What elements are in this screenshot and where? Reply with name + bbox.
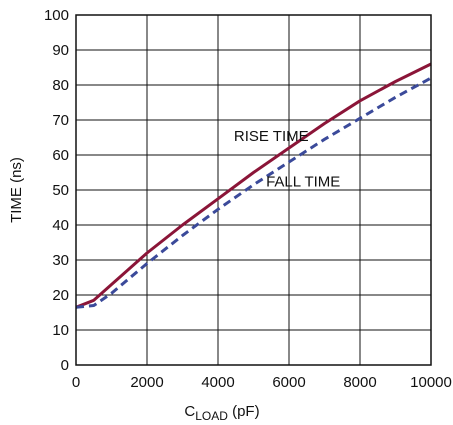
y-tick-label: 0	[61, 357, 69, 374]
y-tick-label: 20	[52, 287, 69, 304]
y-tick-label: 30	[52, 252, 69, 269]
x-axis-label-subscript: LOAD	[195, 409, 228, 423]
x-axis-label: CLOAD (pF)	[184, 403, 259, 423]
x-tick-label: 10000	[410, 374, 452, 391]
y-tick-label: 60	[52, 147, 69, 164]
y-tick-label: 10	[52, 322, 69, 339]
annotation-fall-time: FALL TIME	[266, 174, 340, 191]
x-axis-label-main: C	[184, 403, 195, 420]
x-tick-label: 4000	[201, 374, 234, 391]
x-axis-label-unit: (pF)	[228, 403, 260, 420]
tick-labels: 0 2000 4000 6000 8000 10000 0 10 20 30 40 50 60 70 80 9…	[44, 7, 452, 391]
x-tick-label: 0	[72, 374, 80, 391]
grid	[75, 14, 432, 366]
y-tick-label: 100	[44, 7, 69, 24]
y-tick-label: 40	[52, 217, 69, 234]
y-tick-label: 50	[52, 182, 69, 199]
y-tick-label: 90	[52, 42, 69, 59]
series-line-rise-time	[75, 62, 432, 309]
y-axis-label: TIME (ns)	[8, 157, 25, 223]
y-tick-label: 70	[52, 112, 69, 129]
x-tick-label: 8000	[343, 374, 376, 391]
x-tick-label: 6000	[272, 374, 305, 391]
annotation-rise-time: RISE TIME	[234, 128, 309, 145]
x-tick-label: 2000	[130, 374, 163, 391]
y-tick-label: 80	[52, 77, 69, 94]
plot-frame	[75, 14, 432, 366]
annotations: RISE TIME FALL TIME	[234, 128, 340, 191]
series-layer	[75, 62, 432, 309]
series-line-fall-time	[75, 76, 432, 309]
